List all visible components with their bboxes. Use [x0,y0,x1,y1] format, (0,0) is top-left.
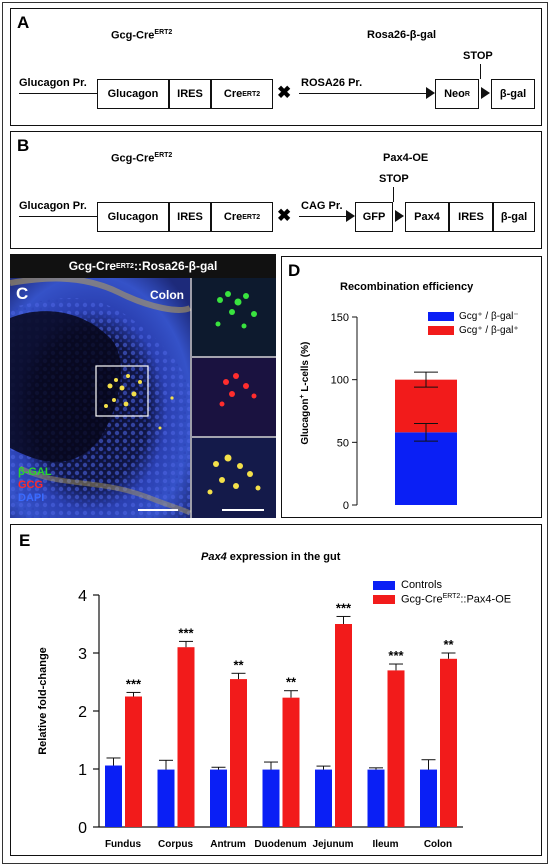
ires-box: IRES [169,79,211,109]
x-tick-label: Duodenum [254,839,306,850]
y-tick-label: 0 [78,820,87,837]
legend-gcg-bgal-neg: Gcg⁺ / β-gal⁻ [428,311,519,322]
panel-e-title: Pax4 expression in the gut [201,551,341,563]
bar [230,679,247,827]
cross-icon: ✖ [277,206,292,225]
loxp-icon [426,87,435,99]
bar [262,769,280,827]
x-tick-label: Fundus [105,839,142,850]
promoter-line [19,93,97,94]
y-tick-label: 4 [78,588,87,605]
cag-promoter-label: CAG Pr. [301,200,343,212]
bar [367,769,385,827]
bar [157,769,175,827]
significance-marker: *** [126,676,142,691]
x-tick-label: Jejunum [312,839,353,850]
panel-e: E Pax4 expression in the gut 0 1 2 3 4 *** Fun… [10,524,542,856]
micrograph-image [10,278,276,518]
y-tick-label: 50 [337,437,349,449]
x-tick-label: Ileum [372,839,398,850]
stop-line [393,187,394,202]
stop-line [480,64,481,79]
bar [177,647,195,827]
bar-segment [395,432,457,505]
x-tick-label: Corpus [158,839,193,850]
bgal-box: β-gal [493,202,535,232]
panel-e-ylabel: Relative fold-change [37,647,49,755]
loxp-icon [395,210,404,222]
y-tick-label: 100 [331,375,349,387]
cre-box: Cre ERT2 [211,79,273,109]
legend-bgal: β-GAL [18,466,52,478]
legend-dapi: DAPI [18,492,45,504]
y-tick-label: 3 [78,646,87,663]
ires-box: IRES [169,202,211,232]
x-tick-label: Antrum [210,839,246,850]
legend-gcg: GCG [18,479,44,491]
glucagon-box: Glucagon [97,202,169,232]
gcg-cre-title: Gcg-CreERT2 [111,152,173,165]
cag-line [299,216,347,217]
stop-label: STOP [379,173,409,185]
loxp-icon [481,87,490,99]
loxp-icon [346,210,355,222]
legend-controls: Controls [373,579,442,591]
pax4-oe-title: Pax4-OE [383,152,429,164]
y-tick-label: 0 [343,500,349,512]
bar [282,697,300,827]
legend-gcg-bgal-pos: Gcg⁺ / β-gal⁺ [428,325,519,336]
bar [387,670,405,827]
panel-b-label: B [17,136,30,155]
rosa26-title: Rosa26-β-gal [367,29,437,41]
neo-box: Neo R [435,79,479,109]
significance-marker: ** [443,637,454,652]
significance-marker: ** [233,657,244,672]
bar [125,696,142,827]
pax4-box: Pax4 [405,202,449,232]
gfp-box: GFP [355,202,393,232]
panel-b: B Gcg-CreERT2 Pax4-OE Glucagon Pr. Gluca… [10,131,542,249]
significance-marker: *** [388,648,404,663]
glucagon-promoter-label: Glucagon Pr. [19,77,87,89]
panel-c-header: Gcg-Cre ERT2::Rosa26-β-gal [10,254,276,278]
panel-d: D Recombination efficiency 0 50 100 150 Glu… [281,256,542,518]
panel-a-label: A [17,13,30,32]
tissue-label: Colon [150,288,184,302]
y-tick-label: 2 [78,704,87,721]
pax4-expression-chart: 0 1 2 3 4 *** Fundus *** Corpus ** Antrum ** Duodenu… [78,588,463,850]
gcg-cre-title: Gcg-CreERT2 [111,29,173,42]
cross-icon: ✖ [277,83,292,102]
rosa-line [299,93,427,94]
glucagon-promoter-label: Glucagon Pr. [19,200,87,212]
significance-marker: *** [336,600,352,615]
bar [315,769,332,827]
bar [420,769,437,827]
recombination-chart: 0 50 100 150 [331,312,457,512]
y-tick-label: 150 [331,312,349,324]
x-tick-label: Colon [424,839,452,850]
bar [105,765,122,827]
legend-pax4-oe: Gcg-CreERT2::Pax4-OE [373,593,511,606]
bar [440,658,457,827]
panel-c-label: C [16,284,29,303]
panel-d-ylabel: Glucagon+ L-cells (%) [298,341,312,445]
significance-marker: ** [286,675,297,690]
panel-d-title: Recombination efficiency [340,281,474,293]
glucagon-box: Glucagon [97,79,169,109]
ires-box: IRES [449,202,493,232]
bar [210,769,227,827]
stop-label: STOP [463,50,493,62]
y-tick-label: 1 [78,762,87,779]
bar [335,624,352,827]
panel-a: A Gcg-CreERT2 Rosa26-β-gal Glucagon Pr. … [10,8,542,126]
significance-marker: *** [178,625,194,640]
cre-box: Cre ERT2 [211,202,273,232]
rosa26-promoter-label: ROSA26 Pr. [301,77,363,89]
panel-e-label: E [19,531,31,550]
promoter-line [19,216,97,217]
panel-d-label: D [288,261,301,280]
panel-c-micrograph: Gcg-Cre ERT2::Rosa26-β-gal [10,254,276,518]
bgal-box: β-gal [491,79,535,109]
